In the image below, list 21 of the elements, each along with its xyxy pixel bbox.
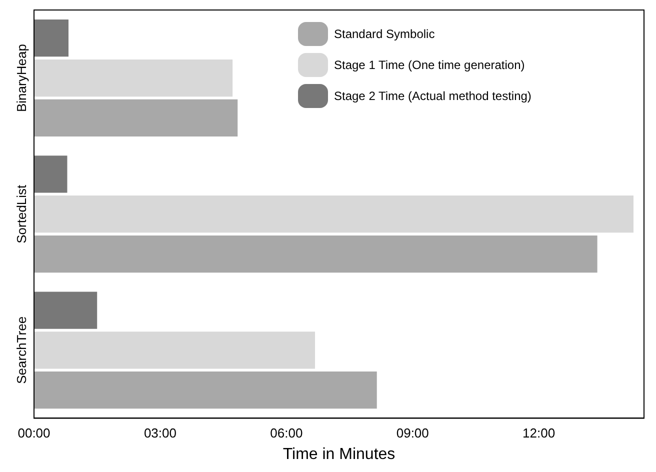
y-tick-label: BinaryHeap bbox=[14, 44, 30, 112]
x-tick-label: 12:00 bbox=[522, 426, 556, 441]
y-tick-label: SearchTree bbox=[14, 316, 30, 384]
bar bbox=[34, 235, 598, 273]
bar bbox=[34, 372, 377, 409]
bar bbox=[34, 20, 68, 57]
bar bbox=[34, 59, 233, 97]
legend-label: Stage 2 Time (Actual method testing) bbox=[334, 88, 532, 102]
legend-label: Stage 1 Time (One time generation) bbox=[334, 58, 525, 72]
bar bbox=[34, 332, 316, 369]
x-tick-label: 03:00 bbox=[144, 426, 176, 441]
x-tick-label: 00:00 bbox=[18, 426, 50, 441]
legend-label: Standard Symbolic bbox=[334, 26, 435, 40]
y-tick-label: SortedList bbox=[14, 184, 30, 244]
x-tick-label: 06:00 bbox=[270, 426, 303, 441]
x-tick-label: 09:00 bbox=[396, 426, 429, 441]
bar bbox=[34, 292, 98, 329]
bar bbox=[34, 156, 68, 193]
bar bbox=[34, 99, 238, 137]
bar bbox=[34, 196, 634, 233]
x-axis-title: Time in Minutes bbox=[282, 446, 396, 463]
